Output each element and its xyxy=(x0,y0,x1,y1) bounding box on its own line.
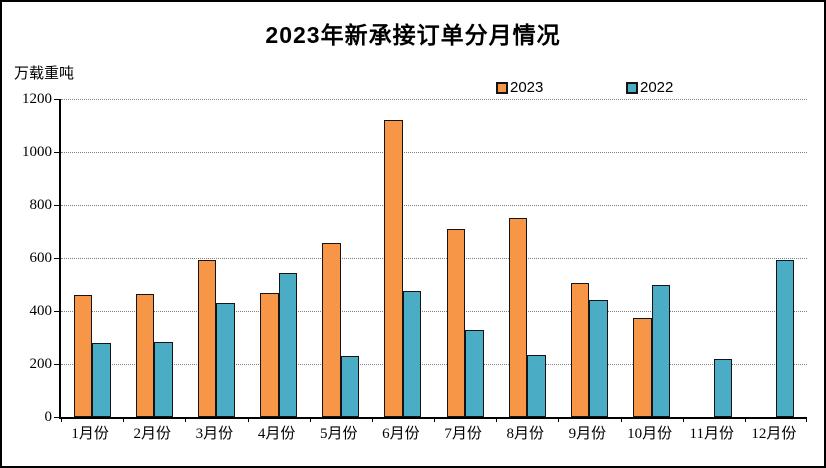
y-axis-tick-mark xyxy=(54,99,59,100)
gridline-1000 xyxy=(61,152,807,153)
x-axis-tick-mark xyxy=(247,417,249,422)
x-label-3月份: 3月份 xyxy=(195,426,234,442)
x-axis-tick-mark xyxy=(61,417,62,422)
legend-item-2023: 2023 xyxy=(496,79,543,96)
bar-2022-12月份 xyxy=(775,260,795,417)
plot-area xyxy=(54,99,807,422)
y-axis-unit-label: 万载重吨 xyxy=(14,66,75,82)
bar-2022-10月份 xyxy=(651,285,671,417)
bar-2023-5月份 xyxy=(322,242,341,417)
bar-2022-4月份 xyxy=(278,272,298,417)
x-axis-tick-mark xyxy=(309,417,311,422)
x-axis-tick-mark xyxy=(185,417,187,422)
bar-2022-11月份 xyxy=(713,358,733,417)
x-axis-tick-mark xyxy=(558,417,560,422)
x-label-8月份: 8月份 xyxy=(506,426,544,442)
x-label-1月份: 1月份 xyxy=(71,426,109,442)
bar-2023-7月份 xyxy=(446,229,466,417)
bar-2023-2月份 xyxy=(135,294,155,417)
legend-label: 2022 xyxy=(640,79,674,96)
legend-item-2022: 2022 xyxy=(626,79,673,96)
bar-2022-2月份 xyxy=(154,342,173,417)
bar-2023-8月份 xyxy=(508,217,528,417)
x-axis-tick-mark xyxy=(434,417,435,422)
x-label-4月份: 4月份 xyxy=(257,426,296,442)
y-tick-label-1000: 1000 xyxy=(22,144,52,160)
chart-title: 2023年新承接订单分月情况 xyxy=(265,22,561,48)
gridline-600 xyxy=(61,258,807,259)
x-label-5月份: 5月份 xyxy=(319,426,358,442)
bar-2023-10月份 xyxy=(633,318,652,417)
legend-swatch-icon xyxy=(496,81,508,94)
x-label-11月份: 11月份 xyxy=(689,426,734,442)
bar-2022-7月份 xyxy=(465,330,484,417)
bar-2022-6月份 xyxy=(402,290,422,417)
legend-label: 2023 xyxy=(510,79,544,96)
y-axis-tick-mark xyxy=(54,205,59,206)
y-tick-label-0: 0 xyxy=(44,409,53,425)
x-axis-tick-mark xyxy=(620,417,622,422)
y-tick-label-400: 400 xyxy=(29,303,53,319)
gridline-400 xyxy=(61,311,807,312)
x-axis-tick-mark xyxy=(682,417,684,422)
y-tick-label-1200: 1200 xyxy=(22,91,52,107)
y-tick-label-200: 200 xyxy=(29,356,53,372)
gridline-200 xyxy=(61,364,807,365)
legend-swatch-icon xyxy=(626,81,638,94)
x-axis-tick-mark xyxy=(371,417,373,422)
x-label-6月份: 6月份 xyxy=(382,426,420,442)
x-axis-tick-mark xyxy=(123,417,125,422)
bar-2023-1月份 xyxy=(73,295,93,417)
bar-2022-3月份 xyxy=(216,303,235,417)
gridline-1200 xyxy=(61,99,807,100)
y-tick-label-800: 800 xyxy=(29,197,53,213)
x-label-10月份: 10月份 xyxy=(627,426,673,442)
y-tick-label-600: 600 xyxy=(29,250,53,266)
gridline-800 xyxy=(61,205,807,206)
bar-2023-3月份 xyxy=(197,259,217,417)
bar-2023-4月份 xyxy=(260,293,279,417)
x-axis-tick-mark xyxy=(806,417,807,422)
x-label-9月份: 9月份 xyxy=(568,426,607,442)
x-label-2月份: 2月份 xyxy=(133,426,171,442)
y-axis-tick-mark xyxy=(54,152,59,153)
y-axis-tick-mark xyxy=(54,364,59,365)
x-axis-tick-mark xyxy=(496,417,498,422)
x-label-7月份: 7月份 xyxy=(444,426,482,442)
x-axis-tick-mark xyxy=(744,417,746,422)
y-axis-tick-mark xyxy=(54,258,59,259)
bar-2023-9月份 xyxy=(570,283,590,417)
bar-2022-8月份 xyxy=(527,355,546,417)
y-axis-tick-mark xyxy=(54,417,59,418)
bar-2023-6月份 xyxy=(384,119,403,417)
y-axis-tick-mark xyxy=(54,311,59,312)
bar-2022-9月份 xyxy=(589,300,608,417)
bar-2022-1月份 xyxy=(92,342,111,417)
x-label-12月份: 12月份 xyxy=(751,426,797,442)
bar-2022-5月份 xyxy=(340,356,360,417)
